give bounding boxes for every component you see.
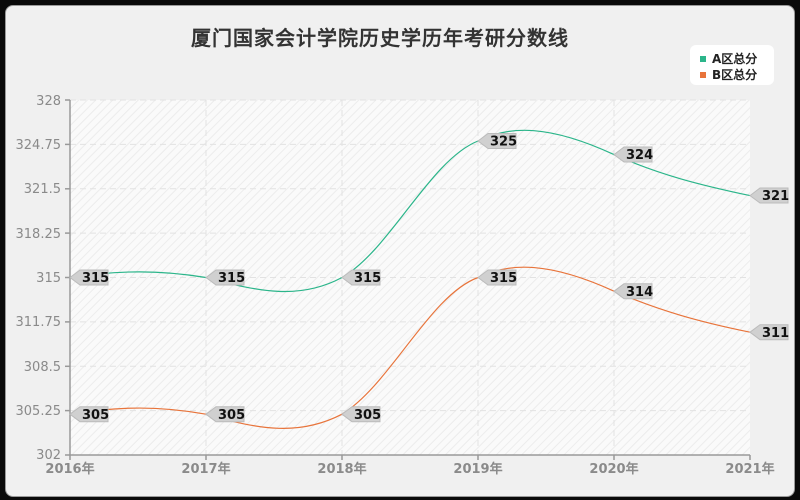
svg-text:315: 315 [354, 271, 381, 286]
svg-text:2018年: 2018年 [317, 461, 366, 477]
y-axis-ticks: 328 324.75 321.5 318.25 315 311.75 308.5… [16, 94, 62, 463]
legend-swatch-b-icon [700, 71, 706, 78]
svg-text:321: 321 [762, 189, 789, 204]
legend-label-b: B区总分 [712, 68, 758, 82]
series-a-labels: 315 315 315 325 324 321 [69, 133, 789, 286]
svg-text:302: 302 [36, 448, 61, 463]
svg-text:311.75: 311.75 [16, 315, 62, 330]
legend-label-a: A区总分 [712, 52, 758, 66]
svg-text:305.25: 305.25 [16, 404, 62, 419]
svg-text:324: 324 [626, 148, 653, 163]
svg-text:2020年: 2020年 [589, 461, 638, 477]
svg-text:305: 305 [354, 408, 381, 423]
x-axis-ticks: 2016年 2017年 2018年 2019年 2020年 2021年 [45, 461, 774, 477]
legend-item-a[interactable]: A区总分 [700, 50, 757, 67]
svg-text:324.75: 324.75 [16, 138, 62, 153]
svg-text:2019年: 2019年 [453, 461, 502, 477]
chart-title: 厦门国家会计学院历史学历年考研分数线 [191, 26, 569, 50]
legend-item-b[interactable]: B区总分 [700, 66, 757, 83]
svg-text:311: 311 [762, 326, 789, 341]
svg-text:328: 328 [36, 94, 61, 109]
legend-swatch-a-icon [700, 55, 706, 62]
svg-text:321.5: 321.5 [24, 182, 61, 197]
svg-text:315: 315 [490, 271, 517, 286]
svg-text:315: 315 [82, 271, 109, 286]
svg-text:2021年: 2021年 [725, 461, 774, 477]
series-b-labels: 305 305 305 315 314 311 [69, 269, 789, 423]
grid-lines [70, 99, 750, 455]
svg-text:314: 314 [626, 285, 653, 300]
svg-text:305: 305 [82, 408, 109, 423]
legend: A区总分 B区总分 [690, 45, 774, 85]
svg-text:315: 315 [36, 271, 61, 286]
svg-text:318.25: 318.25 [16, 227, 62, 242]
svg-text:2017年: 2017年 [181, 461, 230, 477]
svg-text:315: 315 [218, 271, 245, 286]
svg-text:308.5: 308.5 [24, 360, 61, 375]
svg-text:305: 305 [218, 408, 245, 423]
svg-text:2016年: 2016年 [45, 461, 94, 477]
svg-text:325: 325 [490, 135, 517, 150]
